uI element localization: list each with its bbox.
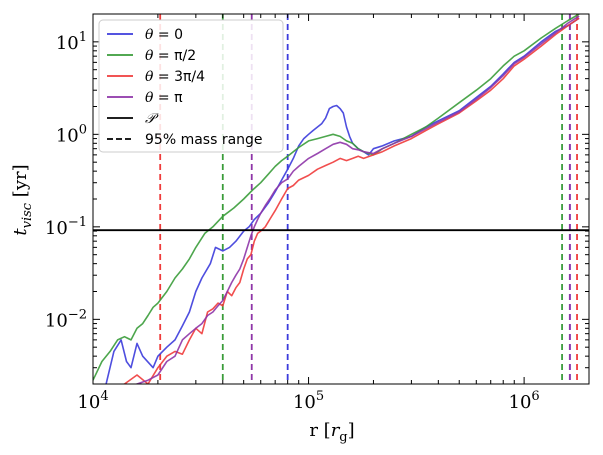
series-line-0 — [104, 17, 580, 384]
axis-tick-labels: 104 105 106 10−2 10−1 100 101 — [45, 30, 540, 413]
y-tick-label-0: 10−2 — [45, 307, 87, 331]
x-axis-label: r [rg] — [309, 420, 354, 445]
legend-box — [98, 19, 284, 153]
series-line-3 — [134, 15, 580, 384]
y-axis-label: tvisc [yr] — [10, 164, 35, 235]
legend-label-3: θ = π — [145, 90, 183, 106]
legend-label-0: θ = 0 — [145, 27, 183, 43]
x-tick-label-1: 105 — [293, 389, 324, 413]
y-tick-label-1: 10−1 — [45, 215, 87, 239]
series-line-1 — [93, 14, 580, 381]
series-line-2 — [121, 17, 580, 384]
legend-label-5: 95% mass range — [145, 132, 263, 148]
axis-ticks — [92, 13, 590, 385]
legend-label-1: θ = π/2 — [145, 48, 196, 64]
y-tick-label-2: 100 — [56, 122, 87, 146]
y-tick-label-3: 101 — [56, 30, 87, 54]
x-tick-label-2: 106 — [509, 389, 540, 413]
x-tick-label-0: 104 — [77, 389, 108, 413]
series-layer — [93, 14, 580, 384]
legend-label-2: θ = 3π/4 — [145, 69, 205, 85]
